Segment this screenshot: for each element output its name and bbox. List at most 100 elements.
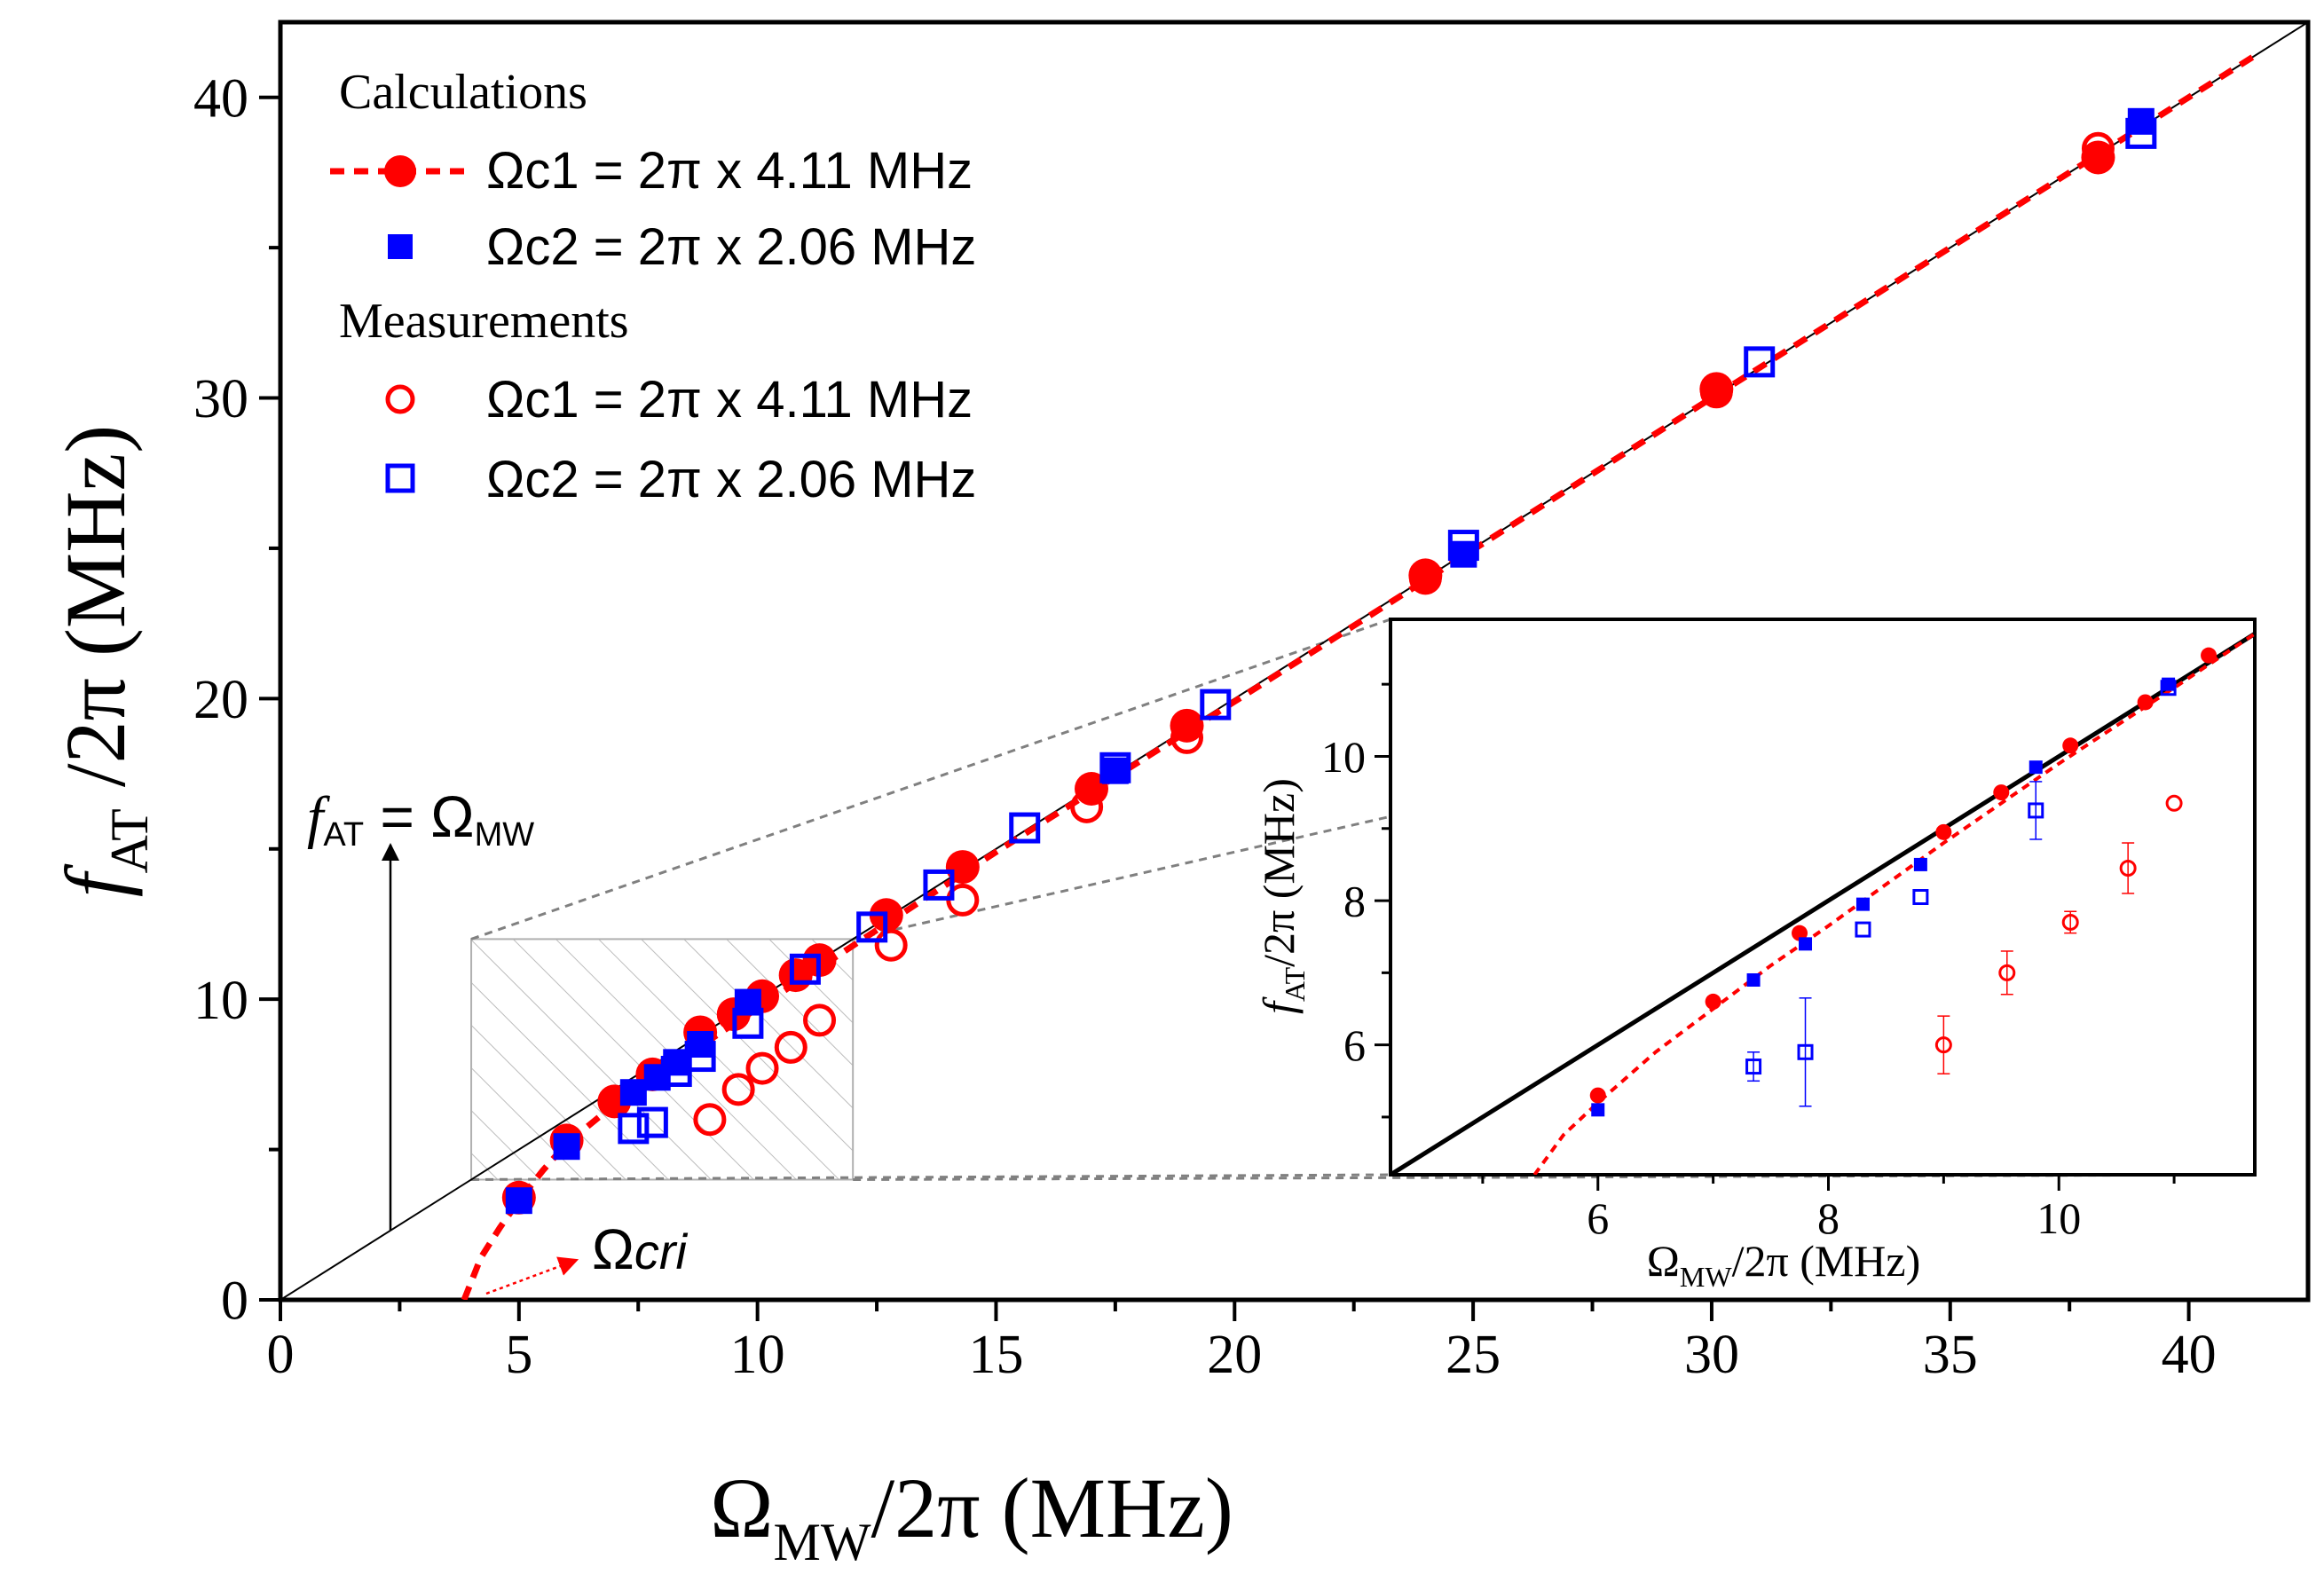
x-tick-label: 30 (1684, 1325, 1739, 1385)
y-axis-title: fAT /2π (MHz) (48, 425, 159, 897)
meas-c2-point (684, 1041, 716, 1073)
legend-calc-c2-marker (388, 234, 413, 259)
meas-c1-point (2081, 131, 2115, 165)
meas-c2-point (1009, 812, 1041, 844)
x-tick-label: 35 (1923, 1325, 1978, 1385)
legend-meas-c2-label: Ωc2 = 2π x 2.06 MHz (486, 451, 976, 508)
legend-calculations-header: Calculations (339, 65, 587, 120)
meas-c1-point (874, 928, 908, 962)
inset-calc-c1-point (1589, 1087, 1606, 1104)
calc-c1-point (2081, 140, 2115, 175)
inset-meas-c1-point (2165, 794, 2183, 812)
x-tick-label: 15 (968, 1325, 1023, 1385)
inset-calc-c1-point (1705, 993, 1721, 1010)
inset-axes: 6 8 10 6 8 10 (1321, 618, 2257, 1243)
inset-calc-c2-point (1591, 1103, 1605, 1117)
meas-c1-point (745, 1051, 779, 1085)
meas-c2-point (789, 953, 821, 985)
legend: Calculations Ωc1 = 2π x 4.11 MHz Ωc2 = 2… (330, 65, 976, 508)
meas-c1-point (803, 1004, 837, 1037)
inset-y-tick-label: 8 (1343, 877, 1366, 926)
calc-c2-point (553, 1133, 580, 1161)
inset-calc-c2-point (1746, 972, 1761, 987)
inset-calc-c2-point (1799, 937, 1813, 951)
inset-meas-c1-point (1998, 964, 2016, 981)
inset-y-axis-title: fAT/2π (MHz) (1254, 778, 1311, 1014)
meas-c2-point (2125, 117, 2157, 149)
inset-reference-line (1390, 632, 2255, 1175)
y-tick-label: 30 (193, 369, 248, 429)
x-tick-label: 20 (1207, 1325, 1262, 1385)
meas-c2-point (1744, 346, 1776, 378)
inset-calc-c1-point (2137, 694, 2154, 711)
legend-measurements-header: Measurements (339, 294, 629, 349)
inset-calc-c1-point (2062, 737, 2079, 754)
inset-calc-c1-point (1993, 784, 2010, 801)
meas-c1-point (1170, 720, 1204, 754)
inset-calc-c2-point (2162, 677, 2176, 691)
inset-calc-c2-point (1855, 897, 1870, 911)
inset-x-tick-label: 10 (2036, 1193, 2081, 1243)
inset-meas-c2-point (1745, 1059, 1762, 1075)
y-tick-label: 0 (221, 1271, 248, 1332)
y-tick-label: 20 (193, 670, 248, 730)
meas-c1-point (774, 1030, 807, 1064)
calc-c2-point (619, 1079, 647, 1106)
inset-meas-c2-point (2160, 680, 2177, 697)
main-series (280, 22, 2308, 1300)
inset-series (1390, 632, 2255, 1175)
calc-c2-point (505, 1187, 532, 1215)
inset-meas-c1-point (2119, 859, 2137, 877)
inset-meas-c2-point (1797, 1043, 1814, 1060)
inset-y-tick-label: 10 (1321, 732, 1366, 782)
meas-c2-point (923, 869, 955, 901)
y-tick-label: 10 (193, 971, 248, 1031)
inset-meas-c1-point (2061, 913, 2079, 931)
inset-meas-c1-point (1934, 1036, 1952, 1054)
critical-label: Ωcri (592, 1217, 688, 1281)
y-tick-label: 40 (193, 68, 248, 129)
meas-c1-point (693, 1103, 727, 1137)
meas-c2-point (732, 1007, 764, 1039)
calc-c2-point (1450, 540, 1477, 568)
zoom-guide-line (471, 1173, 1391, 1181)
legend-calc-c1-marker (384, 155, 416, 187)
inset-y-tick-label: 6 (1343, 1020, 1366, 1070)
frame (278, 20, 2311, 1303)
critical-arrow (485, 1256, 579, 1295)
legend-calc-c1-label: Ωc1 = 2π x 4.11 MHz (486, 142, 973, 200)
x-tick-label: 5 (505, 1325, 532, 1385)
inset-meas-c2-point (1855, 921, 1871, 938)
inset-calc-c1-point (1935, 823, 1952, 840)
x-axis-title: ΩMW/2π (MHz) (710, 1460, 1233, 1571)
inset-x-axis-title: ΩMW/2π (MHz) (1647, 1236, 1921, 1293)
legend-meas-c2-marker (385, 463, 415, 493)
inset-calc-c1-point (2201, 647, 2218, 664)
legend-meas-c1-label: Ωc1 = 2π x 4.11 MHz (486, 371, 973, 429)
meas-c2-point (1200, 689, 1232, 720)
x-tick-label: 40 (2162, 1325, 2217, 1385)
meas-c1-point (1408, 562, 1442, 595)
inset-meas-c2-point (2028, 802, 2044, 819)
equality-label: fAT = ΩMW (307, 783, 534, 854)
meas-c1-point (721, 1073, 755, 1106)
inset-calc-curve (1532, 632, 2255, 1175)
inset-calc-c2-point (2029, 760, 2043, 775)
meas-c2-point (1447, 530, 1479, 562)
inset-meas-c2-point (1912, 889, 1929, 905)
meas-c2-point (856, 911, 888, 943)
inset-x-tick-label: 6 (1587, 1193, 1609, 1243)
meas-c1-point (1070, 790, 1104, 823)
zoom-guide-line (470, 618, 1391, 941)
meas-c2-point (636, 1106, 668, 1138)
inset-x-tick-label: 8 (1817, 1193, 1840, 1243)
meas-c2-point (618, 1113, 650, 1145)
legend-calc-c2-label: Ωc2 = 2π x 2.06 MHz (486, 218, 976, 276)
x-tick-label: 10 (730, 1325, 785, 1385)
inset-calc-c1-point (1792, 925, 1808, 941)
inset-frame (1389, 618, 2257, 1177)
meas-c1-point (1699, 375, 1733, 409)
meas-c2-point (1099, 752, 1131, 783)
x-tick-label: 25 (1446, 1325, 1501, 1385)
